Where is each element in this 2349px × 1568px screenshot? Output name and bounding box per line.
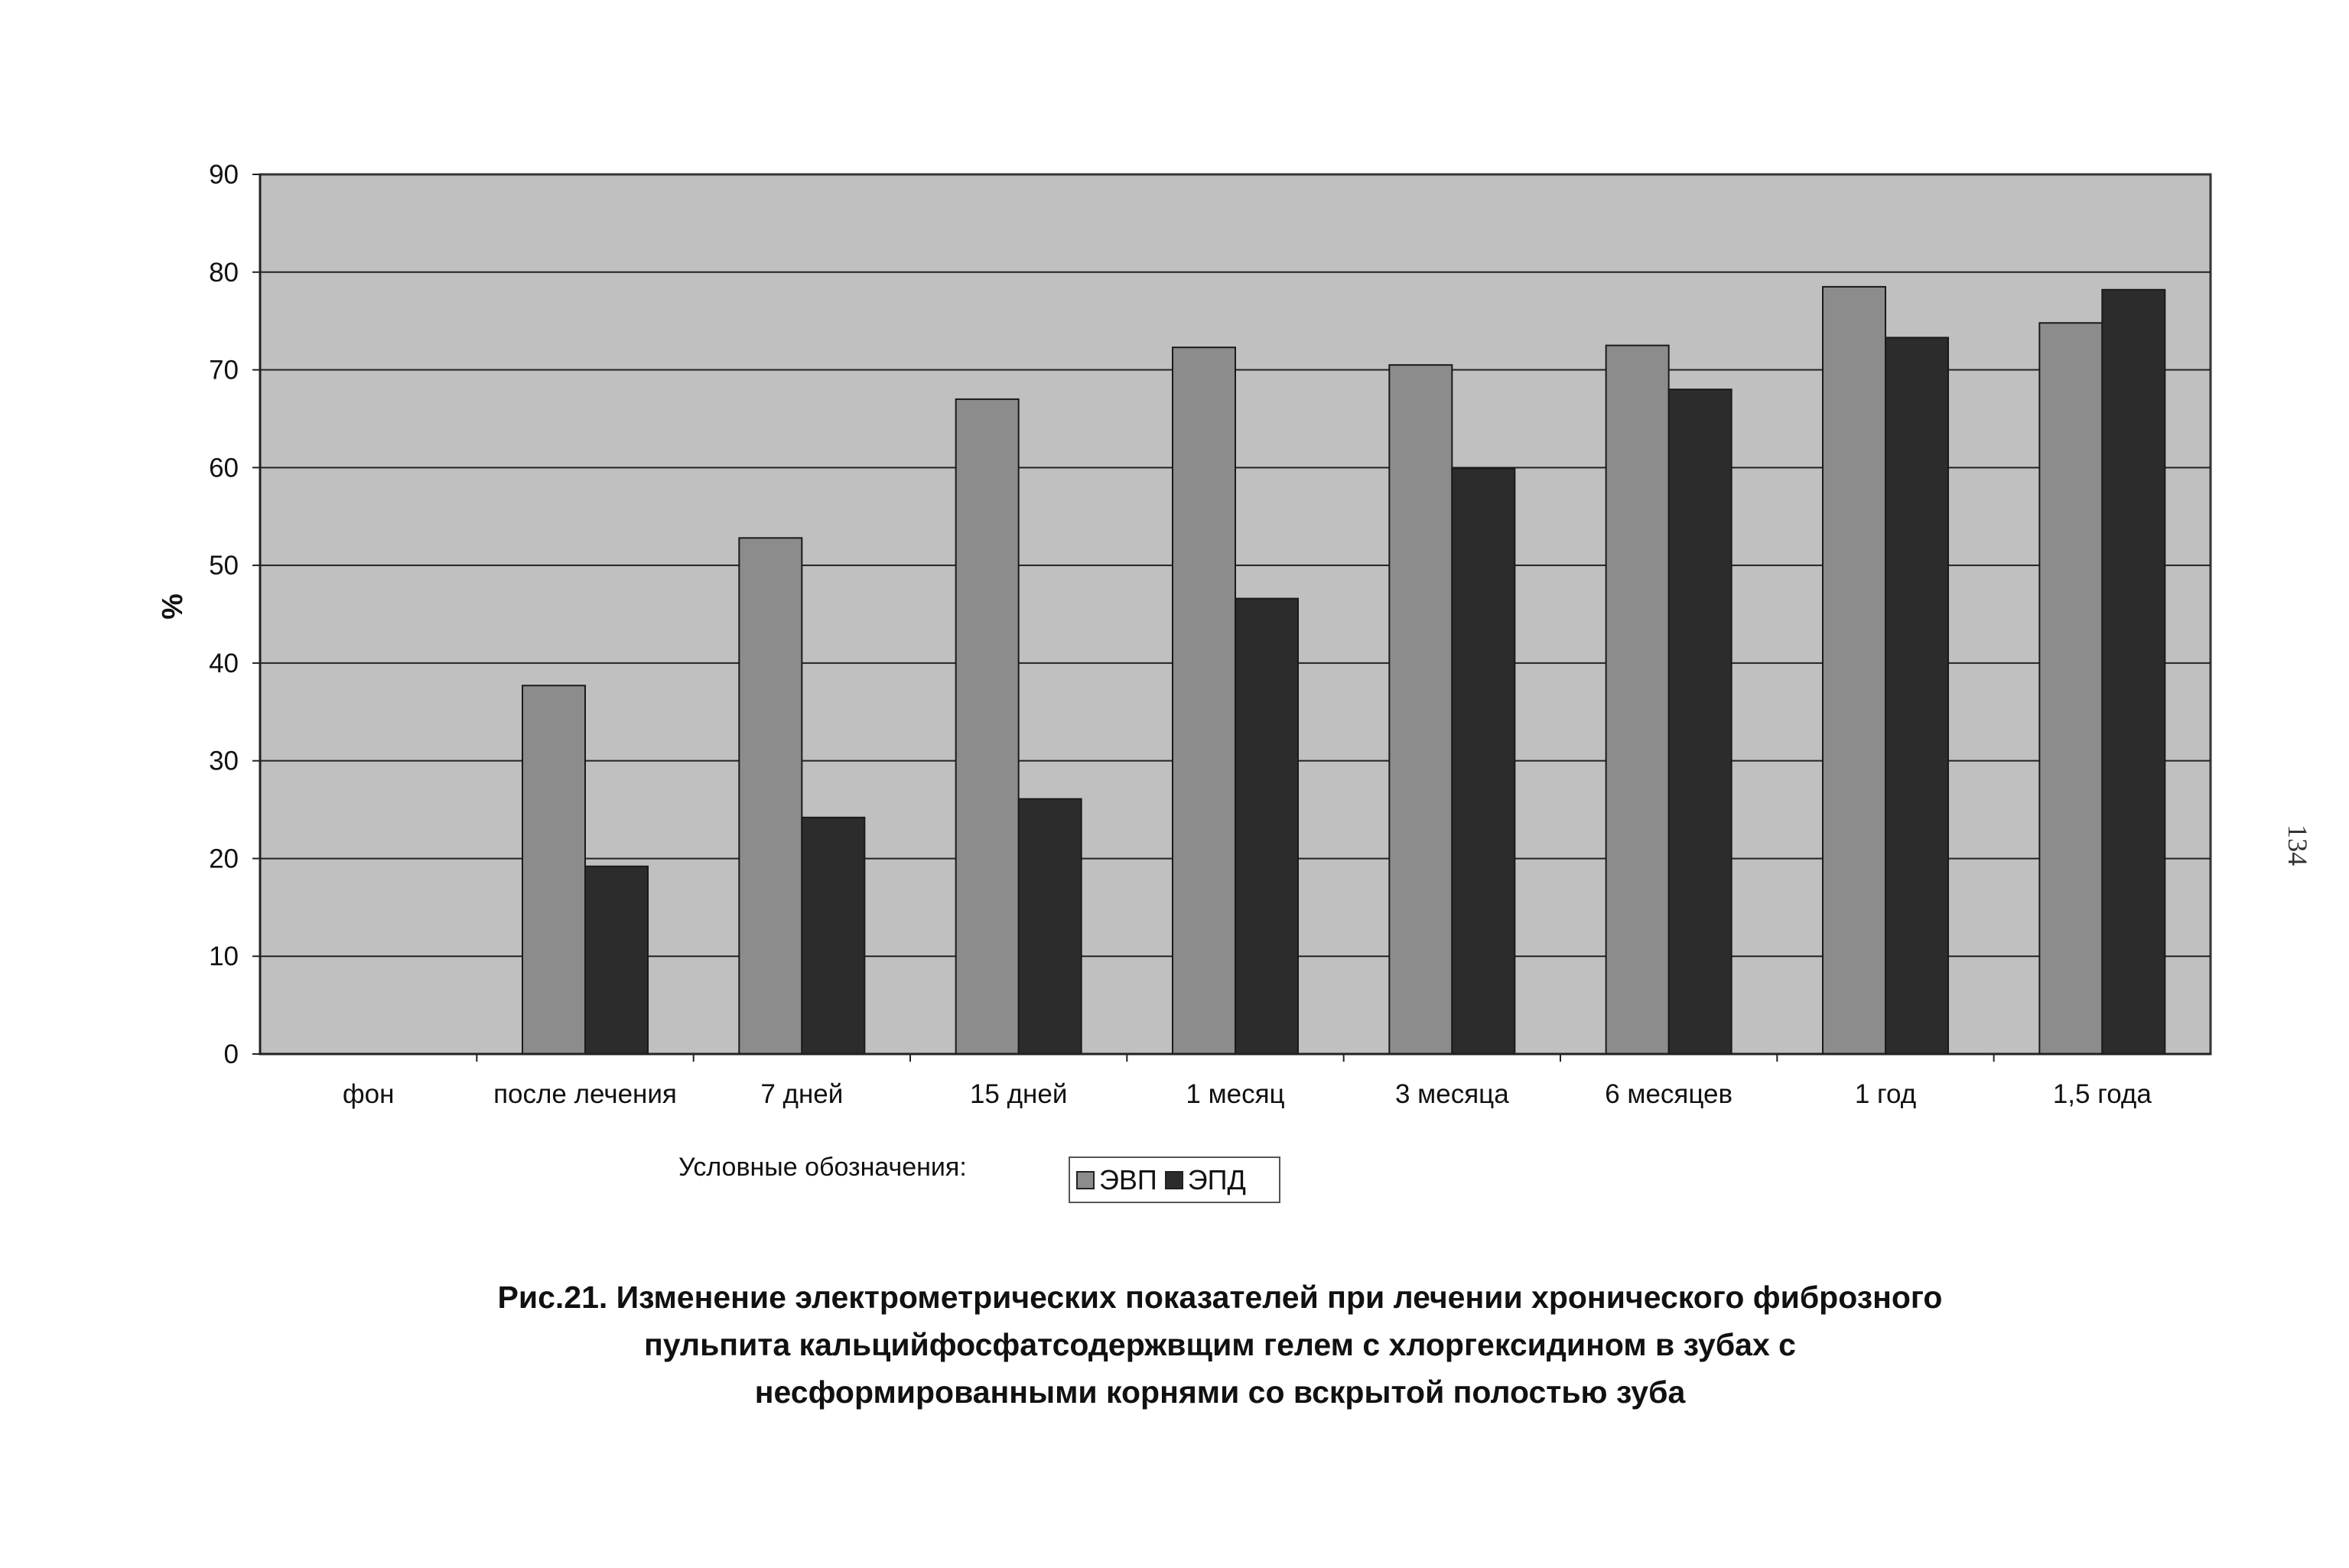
x-tick-label: 1,5 года — [2053, 1079, 2152, 1109]
caption-line-3: несформированными корнями со вскрытой по… — [754, 1374, 1686, 1410]
bar-epd — [1885, 337, 1949, 1055]
y-tick-label: 20 — [209, 844, 239, 873]
x-axis-ticks: фон после лечения 7 дней 15 дней 1 месяц 3 ме… — [343, 1054, 2152, 1109]
x-tick-label: 7 дней — [760, 1079, 843, 1109]
legend-caption: Условные обозначения: — [678, 1153, 967, 1182]
bar-evp — [1605, 344, 1670, 1056]
bar-evp — [522, 685, 586, 1055]
x-tick-label: после лечения — [493, 1079, 677, 1109]
legend-item-evp: ЭВП — [1076, 1164, 1157, 1196]
legend-swatch-epd — [1164, 1170, 1183, 1189]
bar-evp — [1822, 285, 1886, 1055]
bar-evp — [2038, 322, 2103, 1055]
y-tick-label: 80 — [209, 258, 239, 288]
y-tick-label: 90 — [209, 160, 239, 190]
caption-line-2: пульпита кальцийфосфатсодержвщим гелем с… — [644, 1327, 1796, 1362]
y-tick-label: 30 — [209, 747, 239, 776]
bar-epd — [584, 865, 649, 1055]
y-axis-label: % — [157, 594, 189, 620]
legend-item-epd: ЭПД — [1164, 1163, 1246, 1196]
y-tick-label: 40 — [209, 649, 239, 678]
x-tick-label: фон — [343, 1079, 395, 1109]
bar-evp — [1172, 346, 1236, 1055]
bar-evp — [955, 398, 1020, 1055]
legend-label-evp: ЭВП — [1099, 1163, 1157, 1196]
bar-epd — [1667, 389, 1732, 1056]
legend: ЭВП ЭПД — [1069, 1156, 1280, 1203]
bar-epd — [801, 816, 866, 1056]
legend-swatch-evp — [1076, 1170, 1095, 1189]
bar-evp — [1388, 364, 1453, 1055]
y-tick-label: 70 — [209, 356, 239, 385]
x-tick-label: 1 месяц — [1186, 1079, 1284, 1109]
bar-epd — [1017, 798, 1082, 1055]
bar-epd — [2101, 288, 2166, 1055]
x-tick-label: 1 год — [1855, 1079, 1916, 1109]
y-axis-ticks: 0 10 20 30 40 50 60 70 80 90 — [209, 160, 260, 1069]
x-tick-label: 15 дней — [970, 1079, 1067, 1109]
legend-label-epd: ЭПД — [1187, 1163, 1246, 1196]
y-tick-label: 50 — [209, 551, 239, 581]
caption-line-1: Рис.21. Изменение электрометрических пок… — [497, 1280, 1943, 1315]
bar-epd — [1451, 467, 1516, 1055]
page-number: 134 — [2282, 825, 2313, 866]
y-tick-label: 0 — [224, 1039, 239, 1069]
x-tick-label: 3 месяца — [1395, 1079, 1509, 1109]
bar-epd — [1235, 597, 1299, 1055]
y-tick-label: 10 — [209, 942, 239, 971]
y-tick-label: 60 — [209, 453, 239, 483]
bar-evp — [738, 537, 803, 1055]
figure-caption: Рис.21. Изменение электрометрических пок… — [229, 1274, 2211, 1416]
x-tick-label: 6 месяцев — [1605, 1079, 1732, 1109]
bars — [522, 285, 2166, 1056]
